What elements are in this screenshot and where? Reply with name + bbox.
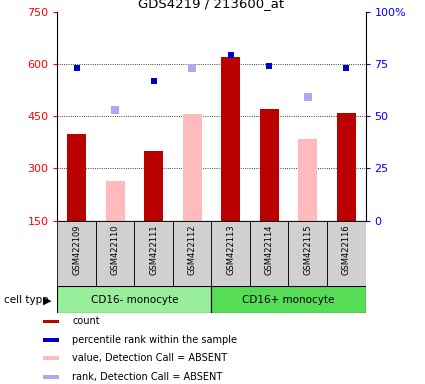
Bar <box>42 338 59 342</box>
FancyBboxPatch shape <box>173 221 211 286</box>
Text: value, Detection Call = ABSENT: value, Detection Call = ABSENT <box>72 353 227 363</box>
Bar <box>67 134 86 221</box>
Bar <box>221 57 240 221</box>
Bar <box>183 114 202 221</box>
Text: GSM422109: GSM422109 <box>72 224 81 275</box>
FancyBboxPatch shape <box>134 221 173 286</box>
Text: GSM422113: GSM422113 <box>226 224 235 275</box>
Bar <box>260 109 279 221</box>
Bar <box>57 286 211 313</box>
FancyBboxPatch shape <box>250 221 289 286</box>
Title: GDS4219 / 213600_at: GDS4219 / 213600_at <box>139 0 284 10</box>
Text: cell type: cell type <box>4 295 49 305</box>
Bar <box>42 356 59 360</box>
Text: ▶: ▶ <box>43 295 52 305</box>
FancyBboxPatch shape <box>211 221 250 286</box>
Bar <box>42 319 59 323</box>
Text: percentile rank within the sample: percentile rank within the sample <box>72 335 237 345</box>
Text: CD16- monocyte: CD16- monocyte <box>91 295 178 305</box>
Bar <box>144 151 163 221</box>
Text: CD16+ monocyte: CD16+ monocyte <box>242 295 334 305</box>
Text: GSM422110: GSM422110 <box>110 224 120 275</box>
FancyBboxPatch shape <box>96 221 134 286</box>
Text: count: count <box>72 316 100 326</box>
Text: rank, Detection Call = ABSENT: rank, Detection Call = ABSENT <box>72 372 223 382</box>
Bar <box>42 375 59 379</box>
Text: GSM422115: GSM422115 <box>303 224 312 275</box>
Text: GSM422111: GSM422111 <box>149 224 158 275</box>
Text: GSM422112: GSM422112 <box>188 224 197 275</box>
Text: GSM422114: GSM422114 <box>265 224 274 275</box>
Bar <box>105 181 125 221</box>
Bar <box>298 139 317 221</box>
Text: GSM422116: GSM422116 <box>342 224 351 275</box>
FancyBboxPatch shape <box>289 221 327 286</box>
Bar <box>337 113 356 221</box>
Bar <box>211 286 366 313</box>
FancyBboxPatch shape <box>327 221 366 286</box>
FancyBboxPatch shape <box>57 221 96 286</box>
